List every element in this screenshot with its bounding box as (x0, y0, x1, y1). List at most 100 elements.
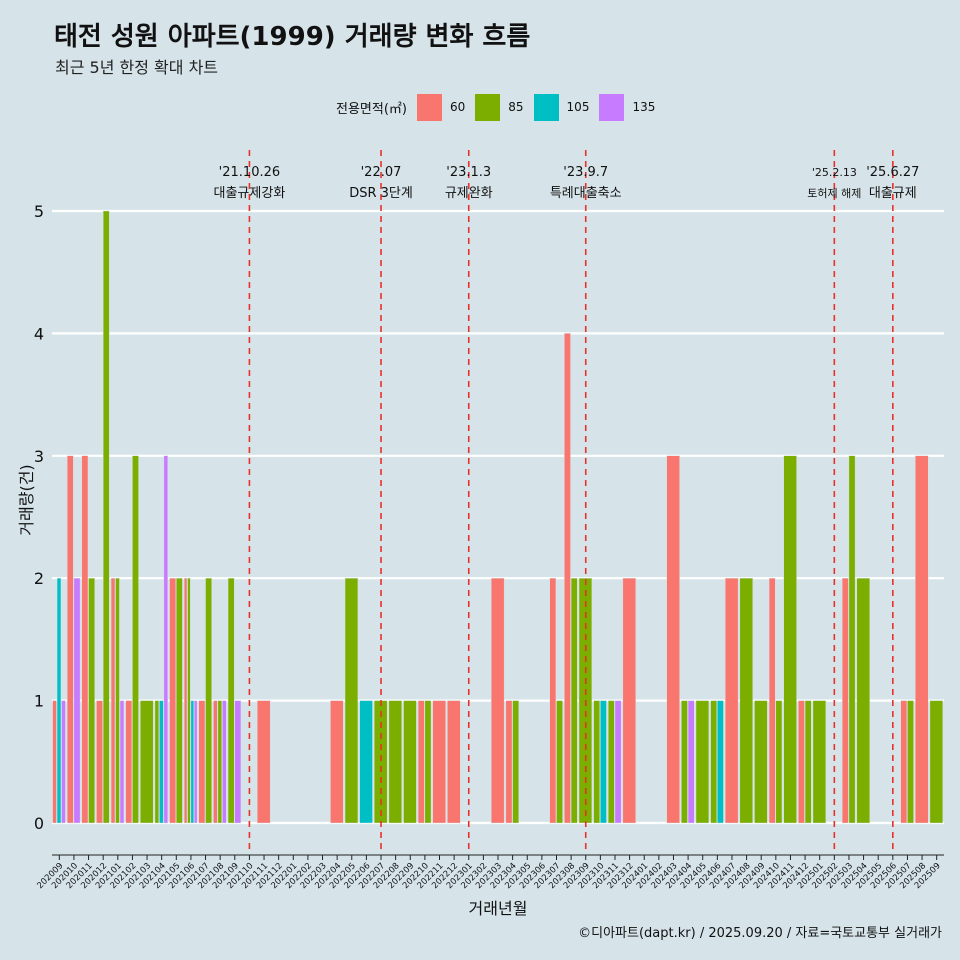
bar-85-202209 (403, 700, 417, 824)
bar-85-202409 (754, 700, 768, 824)
bar-60-202407 (725, 578, 739, 824)
event-lines: '21.10.26 대출규제강화 '22.07 DSR 3단계 '23.1.3 규제완화 '… (214, 150, 919, 852)
event-name-label: DSR 3단계 (349, 186, 413, 201)
legend-label: 60 (449, 100, 466, 114)
event-date-label: '23.1.3 (446, 165, 491, 180)
legend: 전용면적(㎡) 60 85 105 135 (336, 92, 665, 122)
bar-85-202102 (132, 455, 139, 824)
bar-85-202509 (929, 700, 944, 824)
bar-60-202308 (564, 333, 571, 824)
bar-85-202108 (217, 700, 223, 824)
bar-135-202010 (73, 578, 81, 824)
bar-60-202107 (198, 700, 206, 824)
bar-135-202104 (163, 455, 168, 824)
bar-85-202304 (512, 700, 519, 824)
y-tick-label: 3 (34, 447, 44, 466)
bar-85-202501 (812, 700, 827, 824)
bar-135-202109 (234, 700, 242, 824)
legend-swatch (416, 93, 442, 121)
legend-swatch (475, 93, 501, 121)
y-axis-title: 거래량(건) (17, 464, 36, 535)
event-name-label: 규제완화 (445, 186, 493, 201)
bar-60-202011 (81, 455, 89, 824)
legend-item-105: 105 (533, 93, 590, 121)
bars (52, 210, 944, 824)
x-axis-title: 거래년월 (469, 899, 528, 918)
bar-60-202303 (491, 578, 505, 824)
bar-135-202404 (687, 700, 695, 824)
bar-135-202101 (119, 700, 125, 824)
bar-135-202108 (222, 700, 227, 824)
bar-85-202308 (570, 578, 578, 824)
bar-85-202408 (739, 578, 753, 824)
bar-85-202410 (775, 700, 783, 824)
event-date-label: '23.9.7 (563, 165, 608, 180)
bar-85-202503 (848, 455, 856, 824)
legend-label: 135 (632, 100, 656, 114)
bar-60-202210 (417, 700, 425, 824)
bar-135-202311 (614, 700, 622, 824)
bar-105-202106 (190, 700, 194, 824)
bar-85-202210 (424, 700, 432, 824)
bar-85-202406 (710, 700, 717, 824)
legend-label: 105 (566, 100, 590, 114)
bar-60-202012 (96, 700, 103, 824)
bar-105-202009 (56, 578, 62, 824)
y-tick-label: 1 (34, 692, 44, 711)
bar-60-202102 (125, 700, 133, 824)
legend-item-60: 60 (416, 93, 466, 121)
bar-85-202311 (608, 700, 615, 824)
y-tick-label: 2 (34, 569, 44, 588)
legend-title: 전용면적(㎡) (336, 101, 407, 117)
bar-60-202211 (432, 700, 446, 824)
bar-85-202103 (140, 700, 154, 824)
bar-60-202105 (169, 578, 176, 824)
bar-105-202406 (717, 700, 724, 824)
event-name-label: 대출규제 (869, 186, 917, 201)
bar-60-202204 (330, 700, 344, 824)
bar-85-202101 (115, 578, 120, 824)
legend-swatch (533, 93, 559, 121)
bar-105-202206 (359, 700, 373, 824)
bar-85-202412 (804, 700, 812, 824)
bar-85-202104 (154, 700, 160, 824)
bar-60-202108 (213, 700, 218, 824)
bar-105-202104 (159, 700, 164, 824)
bar-60-202403 (666, 455, 680, 824)
legend-item-135: 135 (599, 93, 656, 121)
y-tick-label: 5 (34, 202, 44, 221)
legend-label: 85 (508, 100, 524, 114)
event-date-label: '25.2.13 (812, 166, 857, 179)
bar-85-202411 (783, 455, 797, 824)
event-name-label: 대출규제강화 (214, 186, 286, 201)
bar-85-202307 (556, 700, 563, 824)
chart-title: 태전 성원 아파트(1999) 거래량 변화 흐름 (54, 22, 531, 52)
bar-85-202208 (388, 700, 402, 824)
bar-85-202012 (102, 210, 110, 824)
axes: 0123452020092020102020112020122021012021… (17, 202, 944, 918)
bar-85-202106 (187, 578, 191, 824)
bar-60-202508 (915, 455, 929, 824)
bar-60-202307 (549, 578, 557, 824)
bar-135-202106 (194, 700, 198, 824)
y-tick-label: 4 (34, 324, 44, 343)
bar-85-202310 (593, 700, 600, 824)
bar-60-202503 (842, 578, 849, 824)
bar-85-202205 (344, 578, 359, 824)
event-date-label: '22.07 (361, 165, 402, 180)
bar-85-202404 (681, 700, 688, 824)
bar-60-202101 (110, 578, 116, 824)
bar-85-202507 (907, 700, 914, 824)
bar-105-202310 (600, 700, 607, 824)
bar-60-202106 (183, 578, 188, 824)
source-caption: ©디아파트(dapt.kr) / 2025.09.20 / 자료=국토교통부 실… (578, 926, 942, 941)
event-date-label: '25.6.27 (866, 165, 919, 180)
bar-60-202009 (52, 700, 57, 824)
bar-85-202405 (695, 700, 710, 824)
bar-60-202212 (447, 700, 461, 824)
legend-item-85: 85 (475, 93, 524, 121)
bar-60-202304 (505, 700, 513, 824)
bar-60-202410 (768, 578, 776, 824)
bar-85-202109 (227, 578, 235, 824)
